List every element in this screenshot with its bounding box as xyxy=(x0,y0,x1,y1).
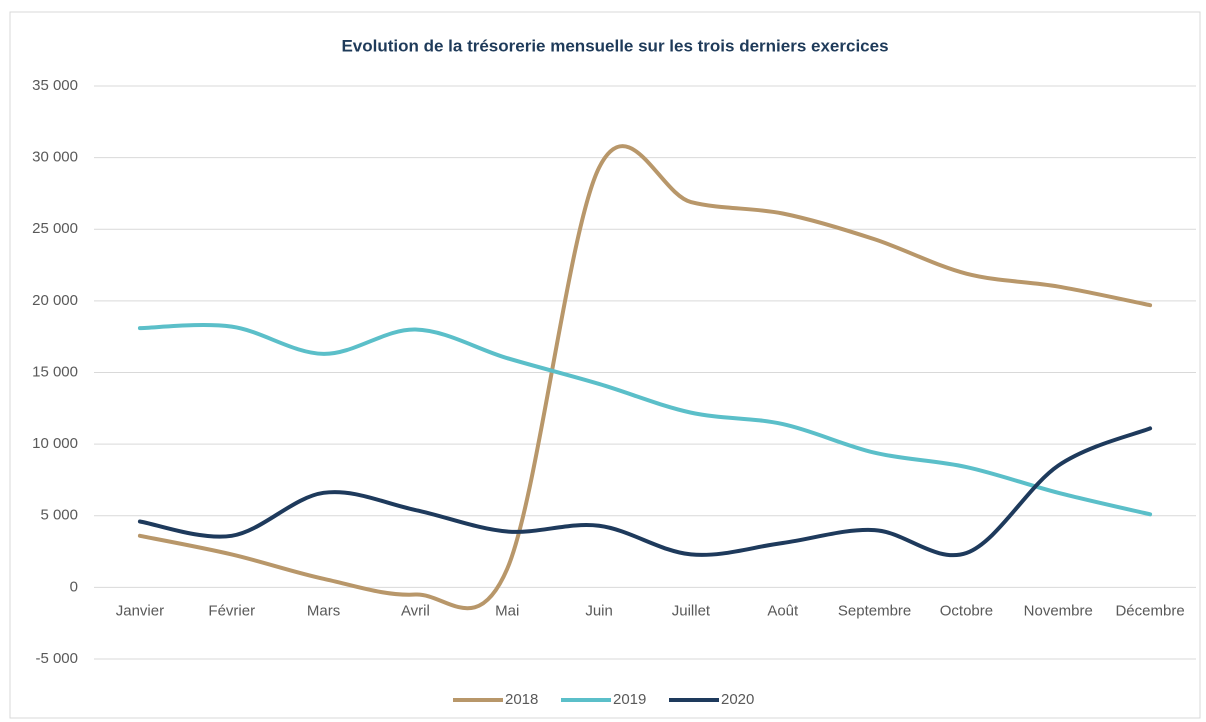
y-tick-label: 25 000 xyxy=(32,220,78,237)
x-tick-label: Novembre xyxy=(1024,602,1093,619)
y-tick-label: 20 000 xyxy=(32,292,78,309)
x-tick-label: Avril xyxy=(401,602,430,619)
legend-label: 2020 xyxy=(721,691,754,708)
y-tick-label: 30 000 xyxy=(32,149,78,166)
x-tick-label: Mai xyxy=(495,602,519,619)
series-line xyxy=(137,426,1153,558)
x-tick-label: Décembre xyxy=(1115,602,1184,619)
x-tick-label: Août xyxy=(767,602,799,619)
series-line xyxy=(137,323,1153,517)
y-tick-label: 0 xyxy=(70,578,78,595)
y-tick-label: 35 000 xyxy=(32,77,78,94)
y-tick-label: 10 000 xyxy=(32,435,78,452)
y-tick-label: -5 000 xyxy=(35,650,78,667)
legend-label: 2018 xyxy=(505,691,538,708)
x-tick-label: Septembre xyxy=(838,602,911,619)
y-tick-label: 5 000 xyxy=(40,507,78,524)
x-tick-label: Janvier xyxy=(116,602,164,619)
y-tick-label: 15 000 xyxy=(32,363,78,380)
x-tick-label: Octobre xyxy=(940,602,993,619)
chart-frame xyxy=(9,11,1201,719)
x-tick-label: Février xyxy=(208,602,255,619)
x-tick-label: Mars xyxy=(307,602,340,619)
chart-title: Evolution de la trésorerie mensuelle sur… xyxy=(341,36,888,55)
x-tick-label: Juillet xyxy=(672,602,711,619)
legend-label: 2019 xyxy=(613,691,646,708)
series-line xyxy=(137,144,1153,611)
x-tick-label: Juin xyxy=(585,602,613,619)
